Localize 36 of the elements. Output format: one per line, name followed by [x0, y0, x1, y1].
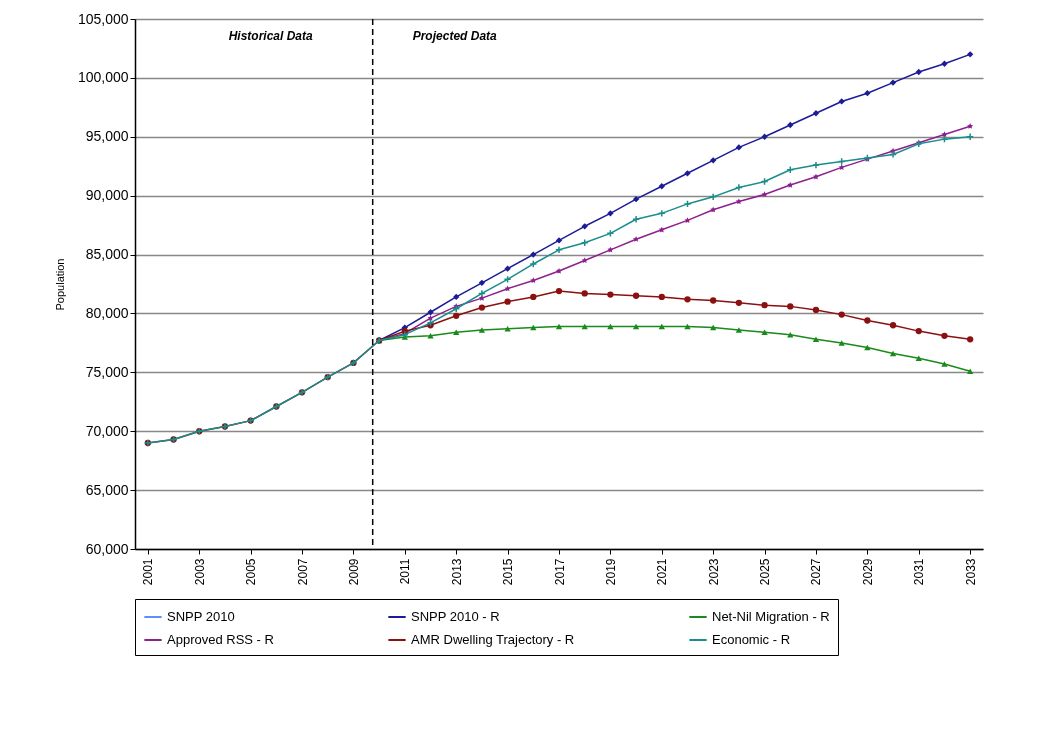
x-tick-label: 2011 — [398, 558, 413, 585]
y-tick-label: 85,000 — [85, 246, 129, 263]
x-tick-label: 2017 — [552, 558, 567, 586]
annotation: Historical Data — [228, 29, 314, 43]
x-tick-label: 2031 — [912, 558, 927, 586]
y-tick-label: 95,000 — [85, 128, 129, 145]
x-tick-label: 2015 — [501, 558, 516, 586]
y-tick-label: 105,000 — [77, 10, 129, 27]
x-tick-label: 2009 — [346, 558, 361, 586]
y-axis-title: Population — [53, 258, 66, 311]
x-tick-label: 2005 — [244, 558, 259, 586]
x-tick-label: 2023 — [706, 558, 721, 586]
y-tick-label: 75,000 — [85, 363, 129, 380]
x-tick-label: 2001 — [141, 558, 156, 586]
x-tick-label: 2033 — [963, 558, 978, 586]
annotation: Projected Data — [412, 29, 498, 43]
x-tick-label: 2021 — [655, 558, 670, 586]
x-tick-label: 2025 — [758, 558, 773, 586]
legend-label: AMR Dwelling Trajectory - R — [411, 632, 575, 647]
legend-label: Approved RSS - R — [167, 632, 274, 647]
x-tick-label: 2003 — [192, 558, 207, 586]
legend-label: SNPP 2010 — [167, 609, 235, 624]
x-tick-label: 2029 — [860, 558, 875, 586]
x-tick-label: 2019 — [603, 558, 618, 586]
legend-label: Economic - R — [712, 632, 791, 647]
x-tick-label: 2013 — [449, 558, 464, 586]
y-tick-label: 70,000 — [85, 422, 129, 439]
x-tick-label: 2007 — [295, 558, 310, 586]
legend-label: SNPP 2010 - R — [411, 609, 500, 624]
y-tick-label: 80,000 — [85, 304, 129, 321]
x-tick-label: 2027 — [809, 558, 824, 586]
y-tick-label: 65,000 — [85, 481, 129, 498]
y-tick-label: 100,000 — [77, 69, 129, 86]
y-tick-label: 90,000 — [85, 187, 129, 204]
legend-label: Net-Nil Migration - R — [712, 609, 830, 624]
y-tick-label: 60,000 — [85, 540, 129, 557]
